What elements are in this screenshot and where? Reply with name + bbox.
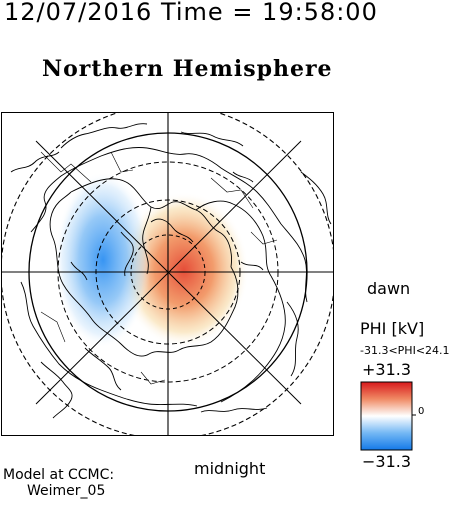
colorbar-zero-label: 0: [418, 406, 425, 417]
dawn-label: dawn: [367, 279, 411, 298]
negative-potential-cell: [55, 172, 151, 348]
colorbar-range: -31.3<PHI<24.1: [360, 344, 450, 357]
colorbar-title: PHI [kV]: [360, 319, 425, 338]
colorbar-min-label: −31.3: [362, 452, 412, 471]
colorbar-gradient: [360, 381, 413, 451]
model-credit: Model at CCMC:: [3, 467, 115, 483]
meridian-diagonal-2: [35, 140, 302, 405]
timestamp: 12/07/2016 Time = 19:58:00: [4, 0, 378, 26]
coastlines: [10, 123, 332, 419]
colorbar-max-label: +31.3: [362, 360, 412, 379]
model-name: Weimer_05: [27, 483, 106, 499]
positive-potential-cell: [119, 192, 249, 348]
midnight-label: midnight: [194, 459, 266, 478]
hemisphere-title: Northern Hemisphere: [42, 56, 333, 82]
polar-map: [1, 112, 334, 436]
country-borders: [40, 151, 278, 385]
colorbar: [360, 381, 416, 451]
